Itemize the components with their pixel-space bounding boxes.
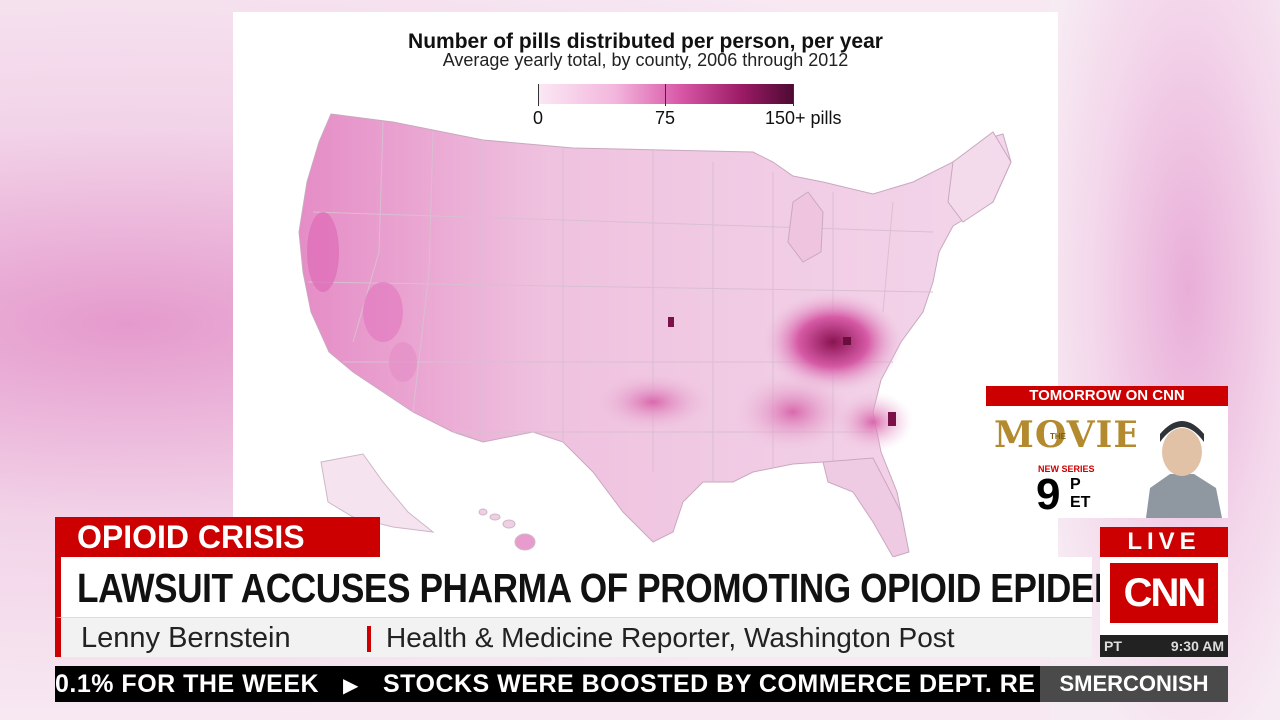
promo-box: TOMORROW ON CNN MOVIES THE NEW SERIES 9 … (986, 386, 1228, 519)
headline-bar: LAWSUIT ACCUSES PHARMA OF PROMOTING OPIO… (55, 557, 1158, 617)
florida-shape (822, 457, 910, 558)
legend-tick (538, 84, 539, 106)
promo-header: TOMORROW ON CNN (986, 386, 1228, 406)
map-subtitle: Average yearly total, by county, 2006 th… (442, 50, 849, 70)
alaska-shape (320, 453, 435, 533)
promo-tag: NEW SERIES (1038, 464, 1095, 474)
time-zone: PT (1104, 638, 1122, 654)
legend-color-bar (538, 84, 794, 104)
show-name-badge: SMERCONISH (1040, 666, 1228, 702)
legend-tick (665, 84, 666, 106)
news-ticker: 0.1% FOR THE WEEK ▶ STOCKS WERE BOOSTED … (55, 666, 1040, 702)
live-box: LIVE CNN PT 9:30 AM (1100, 527, 1228, 657)
us-county-map (298, 113, 1012, 558)
promo-show-prefix: THE (1050, 432, 1066, 441)
guest-role: Health & Medicine Reporter, Washington P… (386, 622, 955, 653)
michigan-shape (787, 191, 824, 263)
ticker-segment: 0.1% FOR THE WEEK (55, 670, 320, 698)
legend-label-max: 150+ pills (765, 108, 842, 128)
promo-time-ampm: P (1070, 476, 1081, 493)
promo-time-zone: ET (1070, 494, 1091, 511)
legend-label-min: 0 (532, 108, 544, 128)
guest-name: Lenny Bernstein (81, 622, 291, 654)
map-title: Number of pills distributed per person, … (408, 30, 883, 53)
headline-text: LAWSUIT ACCUSES PHARMA OF PROMOTING OPIO… (77, 565, 1158, 611)
cnn-logo: CNN (1110, 563, 1218, 623)
live-label: LIVE (1100, 527, 1228, 557)
new-england-shape (947, 131, 1012, 223)
live-clock-bar: PT 9:30 AM (1100, 635, 1228, 657)
us-mainland-shape (298, 113, 1012, 543)
byline-separator (367, 626, 371, 652)
legend-tick (793, 84, 794, 106)
clock: 9:30 AM (1170, 638, 1224, 654)
ticker-segment: STOCKS WERE BOOSTED BY COMMERCE DEPT. RE (383, 670, 1036, 698)
play-arrow-icon: ▶ (343, 675, 359, 697)
promo-time-hour: 9 (1036, 470, 1061, 519)
byline-bar: Lenny Bernstein Health & Medicine Report… (55, 617, 1092, 657)
legend-label-mid: 75 (654, 108, 676, 128)
host-portrait-icon (1136, 408, 1228, 518)
map-panel: Number of pills distributed per person, … (233, 12, 1058, 560)
kicker-label: OPIOID CRISIS (55, 517, 380, 557)
